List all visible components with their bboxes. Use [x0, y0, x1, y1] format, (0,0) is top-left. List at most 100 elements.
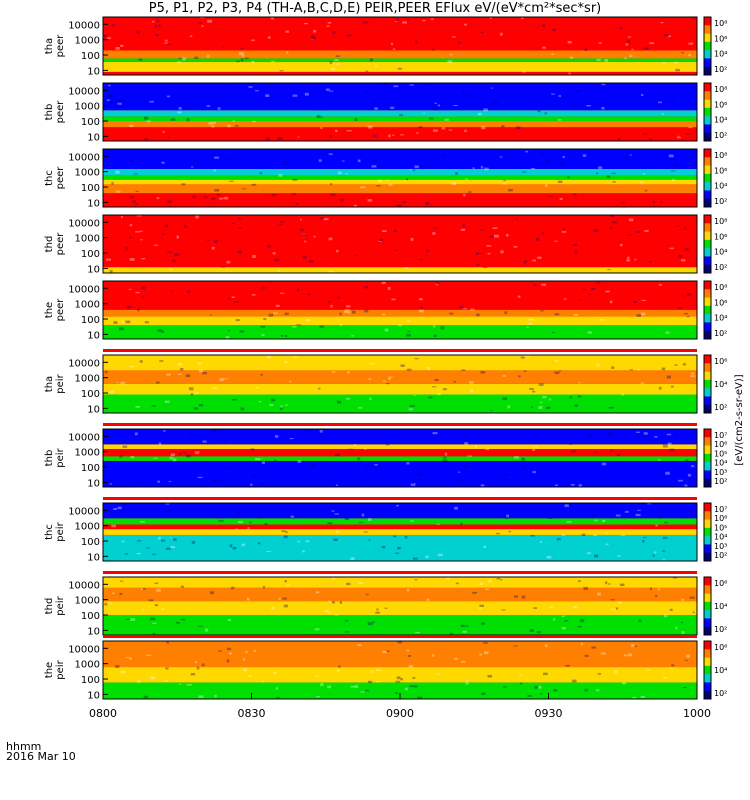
panel-2-speckle	[433, 129, 438, 132]
panel-10-speckle	[538, 685, 542, 689]
panel-10-speckle	[631, 643, 635, 647]
panel-9-speckle	[610, 599, 615, 601]
panel-9-band-3	[103, 587, 697, 602]
panel-7-colorbar-frame	[703, 428, 712, 488]
panel-1-colorbar-tick-label: 10⁸	[714, 19, 727, 28]
panel-9-speckle	[335, 614, 339, 616]
panel-2-speckle	[434, 102, 437, 104]
panel-2-speckle	[109, 101, 114, 105]
panel-1-speckle	[327, 22, 332, 24]
panel-1-colorbar-segment	[704, 66, 711, 76]
panel-2-speckle	[432, 107, 438, 111]
panel-5-speckle	[551, 331, 555, 333]
panel-9-colorbar-segment	[704, 601, 711, 611]
panel-5-speckle	[587, 331, 593, 334]
panel-6-speckle	[139, 360, 143, 363]
panel-9-speckle	[271, 606, 275, 610]
panel-9-speckle	[663, 614, 668, 618]
panel-1-speckle	[158, 24, 161, 27]
panel-6-speckle	[666, 375, 671, 379]
panel-1-speckle	[649, 42, 655, 45]
panel-5-speckle	[306, 318, 310, 322]
panel-6-speckle	[284, 360, 288, 364]
panel-8-speckle	[620, 534, 626, 536]
panel-10-colorbar-frame	[703, 640, 712, 700]
panel-9-speckle	[286, 584, 291, 587]
panel-5-speckle	[418, 298, 423, 301]
panel-3-speckle	[544, 184, 548, 187]
panel-7-speckle	[666, 433, 672, 436]
panel-8-speckle	[643, 536, 647, 539]
panel-9-speckle	[140, 588, 146, 590]
panel-3-speckle	[629, 154, 633, 156]
panel-6-speckle	[409, 405, 415, 407]
panel-9-speckle	[615, 607, 619, 610]
panel-4-speckle	[167, 251, 173, 253]
panel-2-speckle	[372, 102, 377, 104]
panel-5-speckle	[291, 326, 297, 328]
panel-1-speckle	[551, 53, 554, 56]
separator-strip-4	[103, 571, 697, 574]
panel-10-speckle	[143, 695, 149, 699]
panel-1-speckle	[138, 58, 143, 61]
panel-7-speckle	[485, 448, 490, 451]
panel-4-speckle	[129, 224, 133, 227]
panel-1-speckle	[390, 42, 393, 45]
panel-7-speckle	[258, 458, 261, 460]
panel-3-speckle	[161, 161, 165, 164]
panel-4-speckle	[125, 247, 128, 251]
panel-3-speckle	[480, 166, 484, 169]
panel-9-speckle	[152, 632, 156, 635]
panel-2-speckle	[304, 92, 309, 96]
panel-5-speckle	[351, 335, 354, 337]
panel-5-ytick-label: 100	[81, 315, 100, 326]
panel-5-speckle	[284, 334, 287, 337]
panel-4-ytick-label: 100	[81, 249, 100, 260]
panel-10-ytick-label: 10000	[68, 644, 100, 655]
panel-8-speckle	[331, 510, 335, 512]
panel-3-speckle	[644, 189, 648, 192]
panel-5-speckle	[588, 293, 591, 295]
panel-6-instrument-label: peir	[55, 373, 66, 393]
panel-6-speckle	[188, 387, 194, 391]
panel-8-speckle	[412, 557, 418, 560]
panel-7-colorbar-segment	[704, 462, 711, 471]
panel-5-colorbar-segment	[704, 314, 711, 323]
panel-9-speckle	[481, 622, 485, 625]
panel-5-ytick-label: 10000	[68, 284, 100, 295]
panel-3-speckle	[204, 196, 208, 199]
panel-8-speckle	[436, 523, 440, 525]
panel-2-speckle	[367, 125, 373, 129]
panel-8-speckle	[157, 537, 161, 540]
panel-1-frame	[102, 16, 698, 76]
panel-8-band-4	[103, 518, 697, 525]
panel-9-speckle	[324, 610, 329, 613]
panel-4-speckle	[164, 224, 169, 228]
panel-6-speckle	[432, 386, 437, 388]
panel-4-speckle	[626, 259, 631, 262]
panel-5-speckle	[435, 283, 439, 286]
panel-9-speckle	[649, 587, 652, 590]
panel-2-speckle	[649, 138, 653, 141]
panel-5-ytick-label: 10	[87, 330, 100, 341]
panel-2-speckle	[177, 111, 182, 114]
panel-6-speckle	[540, 401, 543, 404]
panel-3-speckle	[214, 189, 220, 192]
panel-3-colorbar-tick-label: 10⁶	[714, 166, 727, 175]
panel-5-speckle	[113, 321, 118, 324]
panel-8-speckle	[410, 520, 414, 522]
panel-5-frame	[102, 280, 698, 340]
panel-2-speckle	[382, 83, 388, 86]
panel-3-speckle	[642, 173, 646, 175]
panel-1-speckle	[422, 19, 426, 22]
panel-4-speckle	[278, 223, 283, 225]
panel-10-speckle	[166, 641, 169, 644]
panel-8-speckle	[483, 545, 487, 549]
panel-9-speckle	[204, 628, 209, 632]
panel-7-colorbar-segment	[704, 478, 711, 488]
time-unit-label: hhmm	[6, 740, 42, 753]
panel-7-speckle	[274, 459, 277, 462]
panel-5-speckle	[125, 320, 131, 324]
panel-8-speckle	[165, 503, 170, 505]
panel-3-speckle	[660, 201, 663, 203]
